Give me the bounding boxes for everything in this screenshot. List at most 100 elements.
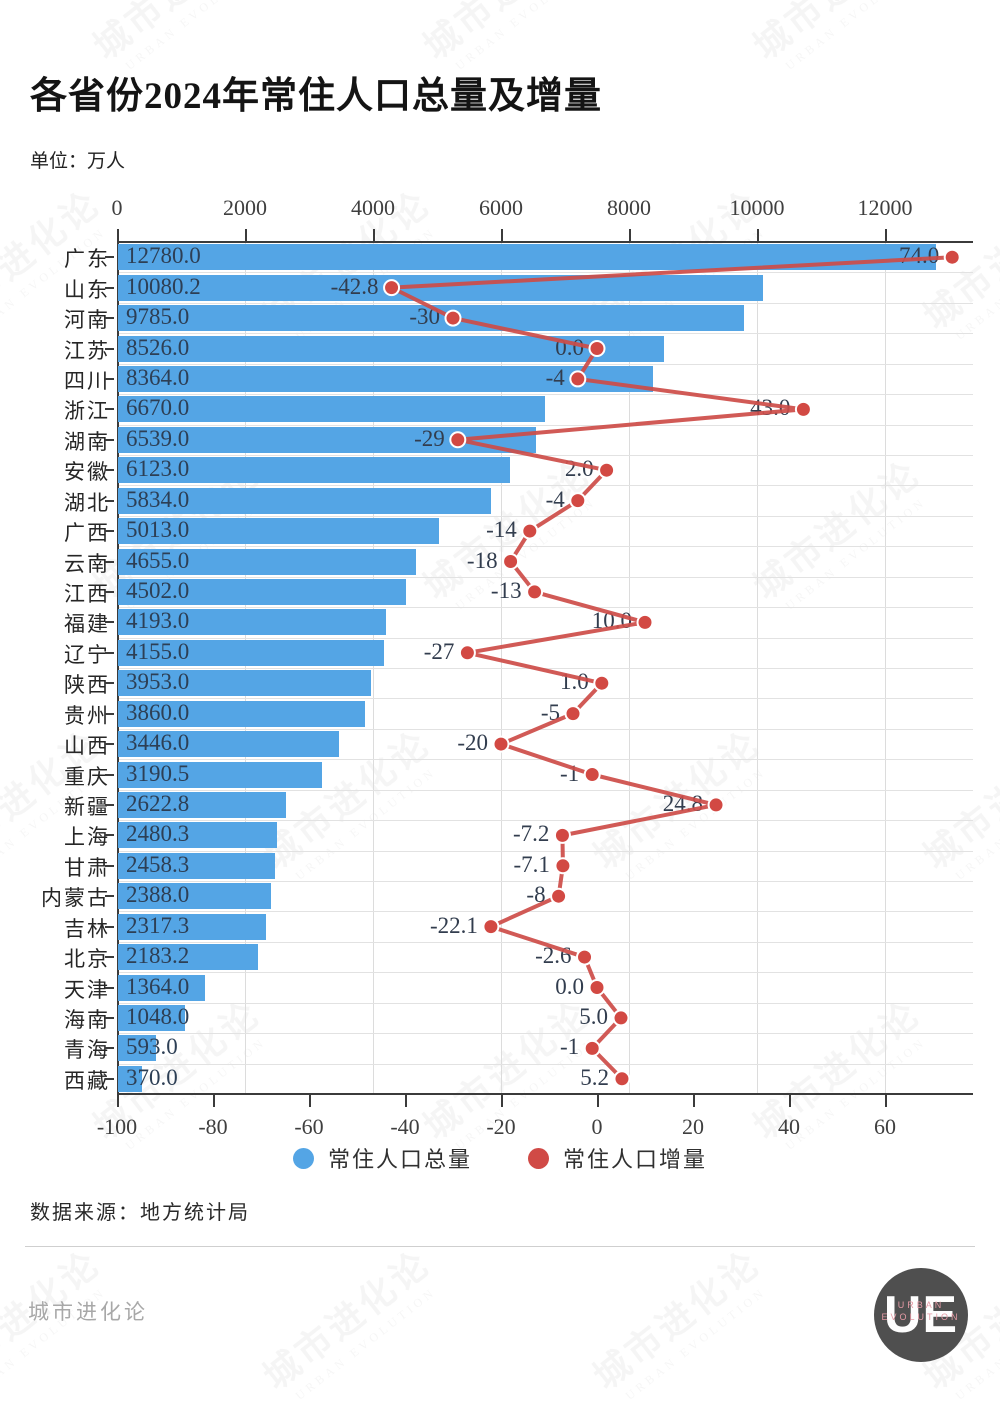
y-axis-tick	[105, 377, 114, 380]
chart-plot-area: 0 2000 4000 6000 8000 10000 12000 -100 -80 -60 -40…	[41, 195, 973, 1139]
line-value-label: -4	[545, 486, 565, 512]
horizontal-gridline	[117, 424, 973, 426]
bar	[118, 335, 664, 362]
urban-evolution-logo: UE URBAN EVOLUTION	[874, 1268, 968, 1362]
bottom-axis-tick-label: -60	[294, 1114, 324, 1139]
top-axis-tick	[245, 229, 247, 242]
logo-subtext-line2: EVOLUTION	[881, 1312, 961, 1322]
horizontal-gridline	[117, 789, 973, 791]
logo-ue-monogram: UE	[883, 1286, 959, 1344]
y-axis-tick	[105, 895, 114, 898]
bottom-axis-tick-label: -100	[96, 1114, 138, 1139]
bottom-axis-tick	[309, 1094, 311, 1107]
bottom-axis-line	[117, 1093, 973, 1095]
y-axis-tick	[105, 590, 114, 593]
y-axis-tick	[105, 438, 114, 441]
y-axis-tick	[105, 712, 114, 715]
legend-marker-total	[292, 1147, 314, 1169]
increment-point	[564, 705, 582, 723]
category-label: 上海	[64, 825, 110, 850]
horizontal-gridline	[117, 576, 973, 578]
bar-value-label: 5834.0	[126, 486, 190, 512]
data-source-note: 数据来源：地方统计局	[30, 1202, 250, 1224]
line-value-label: -7.2	[513, 821, 550, 847]
bar	[118, 913, 267, 940]
top-axis-tick	[757, 229, 759, 242]
y-axis-tick	[105, 651, 114, 654]
line-value-label: -4	[545, 364, 565, 390]
bar	[118, 274, 764, 301]
horizontal-gridline	[117, 972, 973, 974]
bar	[118, 1065, 142, 1092]
line-value-label: 2.0	[564, 456, 594, 482]
bottom-axis-tick	[405, 1094, 407, 1107]
increment-point	[636, 613, 654, 631]
line-value-label: -8	[526, 882, 546, 908]
y-axis-tick	[105, 621, 114, 624]
line-value-label: -29	[414, 425, 445, 451]
horizontal-gridline	[117, 1033, 973, 1035]
category-label: 江苏	[64, 338, 110, 363]
increment-point	[449, 431, 467, 449]
legend-label-total: 常住人口总量	[327, 1147, 472, 1172]
bottom-axis-tick-label: -40	[390, 1114, 420, 1139]
category-label: 新疆	[64, 794, 110, 819]
y-axis-tick	[105, 560, 114, 563]
footer-divider	[25, 1246, 975, 1247]
line-value-label: -22.1	[429, 912, 478, 938]
bar-value-label: 1364.0	[126, 973, 190, 999]
increment-point	[583, 766, 601, 783]
y-axis-tick	[105, 1077, 114, 1080]
page-title: 各省份2024年常住人口总量及增量	[30, 75, 602, 117]
bar-value-label: 4193.0	[126, 608, 190, 634]
category-label: 吉林	[64, 916, 110, 941]
top-axis-tick-label: 4000	[351, 195, 395, 220]
increment-point	[598, 461, 616, 479]
bar	[118, 639, 384, 666]
logo-subtext: URBAN EVOLUTION	[874, 1299, 968, 1323]
category-label: 福建	[64, 612, 110, 637]
category-label: 海南	[64, 1007, 110, 1032]
horizontal-gridline	[117, 272, 973, 274]
category-label: 北京	[64, 947, 110, 972]
bottom-axis-tick	[117, 1094, 119, 1107]
category-label: 天津	[64, 977, 110, 1002]
y-axis-tick	[105, 256, 114, 259]
increment-point	[569, 370, 587, 388]
horizontal-gridline	[117, 302, 973, 304]
category-label: 河南	[64, 308, 110, 333]
bottom-axis-tick	[501, 1094, 503, 1107]
left-axis-line	[117, 242, 119, 1094]
legend-item-increment: 常住人口增量	[528, 1142, 707, 1174]
category-label: 广西	[64, 521, 110, 546]
horizontal-gridline	[117, 546, 973, 548]
horizontal-gridline	[117, 1002, 973, 1004]
top-axis-tick	[373, 229, 375, 242]
line-value-label: 5.2	[580, 1064, 609, 1090]
y-axis-tick	[105, 956, 114, 959]
y-axis-tick	[105, 1016, 114, 1019]
bar	[118, 791, 286, 818]
increment-point	[521, 522, 539, 540]
category-label: 内蒙古	[41, 886, 110, 911]
horizontal-gridline	[117, 820, 973, 822]
bar-value-label: 3190.5	[126, 760, 190, 786]
top-axis-tick-label: 8000	[607, 195, 651, 220]
line-value-label: -13	[490, 577, 522, 603]
brand-name: 城市进化论	[28, 1300, 148, 1324]
horizontal-gridline	[117, 363, 973, 365]
y-axis-tick	[105, 408, 114, 411]
line-value-label: -20	[457, 730, 488, 756]
bar	[118, 944, 258, 971]
increment-point	[593, 674, 611, 692]
bar-value-label: 2622.8	[126, 790, 190, 816]
legend: 常住人口总量 常住人口增量	[0, 1142, 1000, 1174]
bar-value-label: 10080.2	[126, 273, 201, 299]
y-axis-tick	[105, 530, 114, 533]
y-axis-tick	[105, 317, 114, 320]
increment-point	[943, 248, 961, 266]
increment-line	[389, 255, 953, 1081]
horizontal-gridline	[117, 515, 973, 517]
top-axis-line	[117, 241, 973, 243]
